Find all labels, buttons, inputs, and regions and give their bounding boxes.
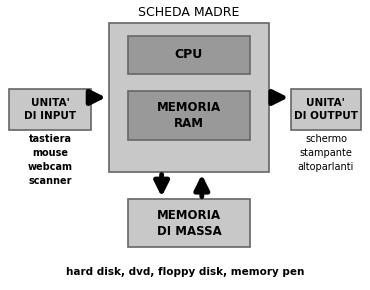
Text: MEMORIA
DI MASSA: MEMORIA DI MASSA — [157, 209, 221, 238]
Text: schermo
stampante
altoparlanti: schermo stampante altoparlanti — [298, 134, 354, 172]
Text: CPU: CPU — [175, 48, 203, 61]
Bar — [128, 200, 249, 247]
Text: MEMORIA
RAM: MEMORIA RAM — [157, 101, 221, 130]
Text: hard disk, dvd, floppy disk, memory pen: hard disk, dvd, floppy disk, memory pen — [66, 267, 304, 277]
Bar — [9, 88, 91, 130]
Bar — [108, 23, 269, 172]
Text: UNITA'
DI OUTPUT: UNITA' DI OUTPUT — [294, 98, 358, 121]
Bar — [128, 90, 249, 140]
Bar — [291, 88, 361, 130]
Text: UNITA'
DI INPUT: UNITA' DI INPUT — [24, 98, 76, 121]
Text: SCHEDA MADRE: SCHEDA MADRE — [138, 6, 240, 19]
Bar — [128, 36, 249, 74]
Text: tastiera
mouse
webcam
scanner: tastiera mouse webcam scanner — [27, 134, 73, 186]
